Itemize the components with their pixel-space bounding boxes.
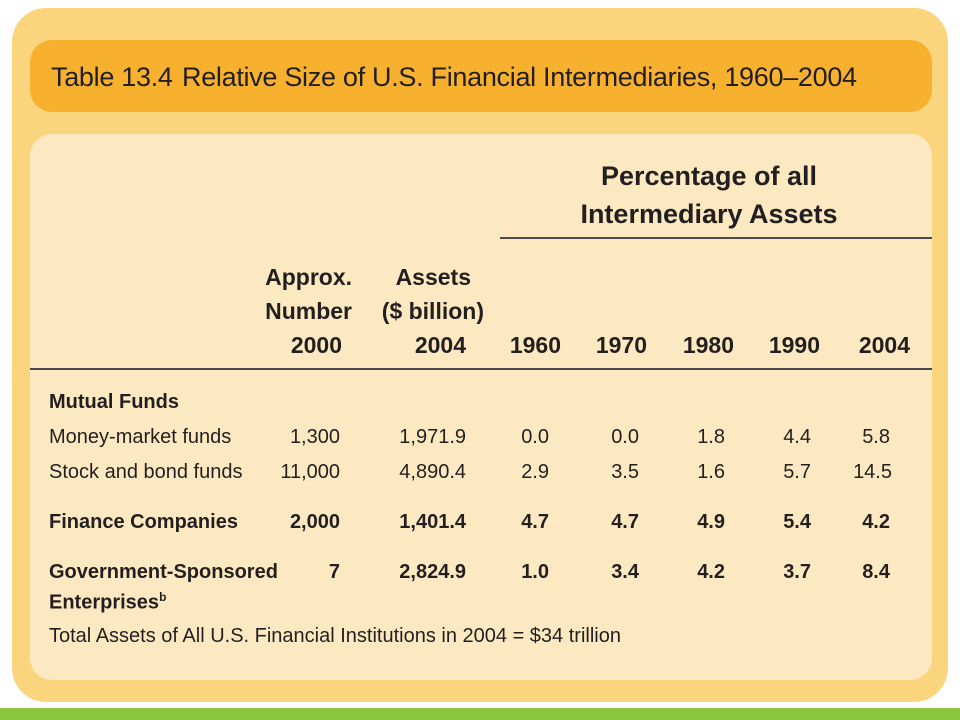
header-rule — [30, 368, 932, 370]
cell-value: 1.8 — [697, 426, 725, 448]
cell-number: 2,000 — [289, 511, 340, 533]
pct-header-line1: Percentage of all — [600, 161, 818, 191]
cell-assets: 4,890.4 — [399, 461, 466, 483]
cell-value: 4.2 — [862, 511, 890, 533]
row-label: Money-market funds — [49, 426, 232, 448]
cell-number: 7 — [328, 561, 340, 583]
cell-value: 3.4 — [611, 561, 639, 583]
table-number: Table 13.4 — [51, 62, 173, 92]
row-label: Stock and bond funds — [49, 461, 243, 483]
cell-value: 3.5 — [611, 461, 639, 483]
col-header-year: 1980 — [682, 332, 734, 358]
cell-value: 1.6 — [697, 461, 725, 483]
col-header-year: 1960 — [509, 332, 561, 358]
cell-number: 1,300 — [289, 426, 340, 448]
total-assets-note: Total Assets of All U.S. Financial Insti… — [49, 625, 621, 647]
col-header-approx-3: 2000 — [290, 332, 342, 358]
row-label: Finance Companies — [49, 511, 238, 533]
cell-value: 0.0 — [611, 426, 639, 448]
col-header-year: 2004 — [858, 332, 910, 358]
col-header-year: 1970 — [595, 332, 647, 358]
row-label: Government-Sponsored — [49, 561, 278, 583]
col-header-assets-2: ($ billion) — [381, 298, 484, 324]
cell-value: 0.0 — [521, 426, 549, 448]
cell-assets: 2,824.9 — [399, 561, 466, 583]
cell-value: 5.4 — [783, 511, 811, 533]
cell-assets: 1,401.4 — [399, 511, 466, 533]
cell-number: 11,000 — [280, 461, 340, 483]
cell-value: 4.7 — [611, 511, 639, 533]
cell-value: 14.5 — [853, 461, 892, 483]
cell-value: 3.7 — [783, 561, 811, 583]
cell-value: 4.7 — [521, 511, 549, 533]
table-title: Relative Size of U.S. Financial Intermed… — [182, 62, 857, 92]
pct-header-rule — [500, 237, 932, 239]
cell-value: 5.8 — [862, 426, 890, 448]
col-header-approx-1: Approx. — [265, 264, 352, 290]
col-header-approx-2: Number — [265, 298, 352, 324]
title-bar: Table 13.4 Relative Size of U.S. Financi… — [30, 40, 932, 112]
cell-assets: 1,971.9 — [399, 426, 466, 448]
col-header-year: 1990 — [768, 332, 820, 358]
cell-value: 2.9 — [521, 461, 549, 483]
row-label-text: Enterprises — [49, 591, 160, 614]
cell-value: 4.9 — [697, 511, 725, 533]
group-label-mutual-funds: Mutual Funds — [49, 391, 179, 413]
col-header-assets-3: 2004 — [414, 332, 466, 358]
col-header-assets-1: Assets — [395, 264, 471, 290]
cell-value: 4.2 — [697, 561, 725, 583]
bottom-accent-strip — [0, 708, 960, 720]
table-body — [30, 134, 932, 680]
footnote-marker: b — [159, 590, 167, 604]
cell-value: 1.0 — [521, 561, 549, 583]
cell-value: 8.4 — [862, 561, 890, 583]
cell-value: 4.4 — [783, 426, 811, 448]
pct-header-line2: Intermediary Assets — [580, 199, 838, 229]
row-label-line2: Enterprisesb — [49, 590, 166, 615]
cell-value: 5.7 — [783, 461, 811, 483]
